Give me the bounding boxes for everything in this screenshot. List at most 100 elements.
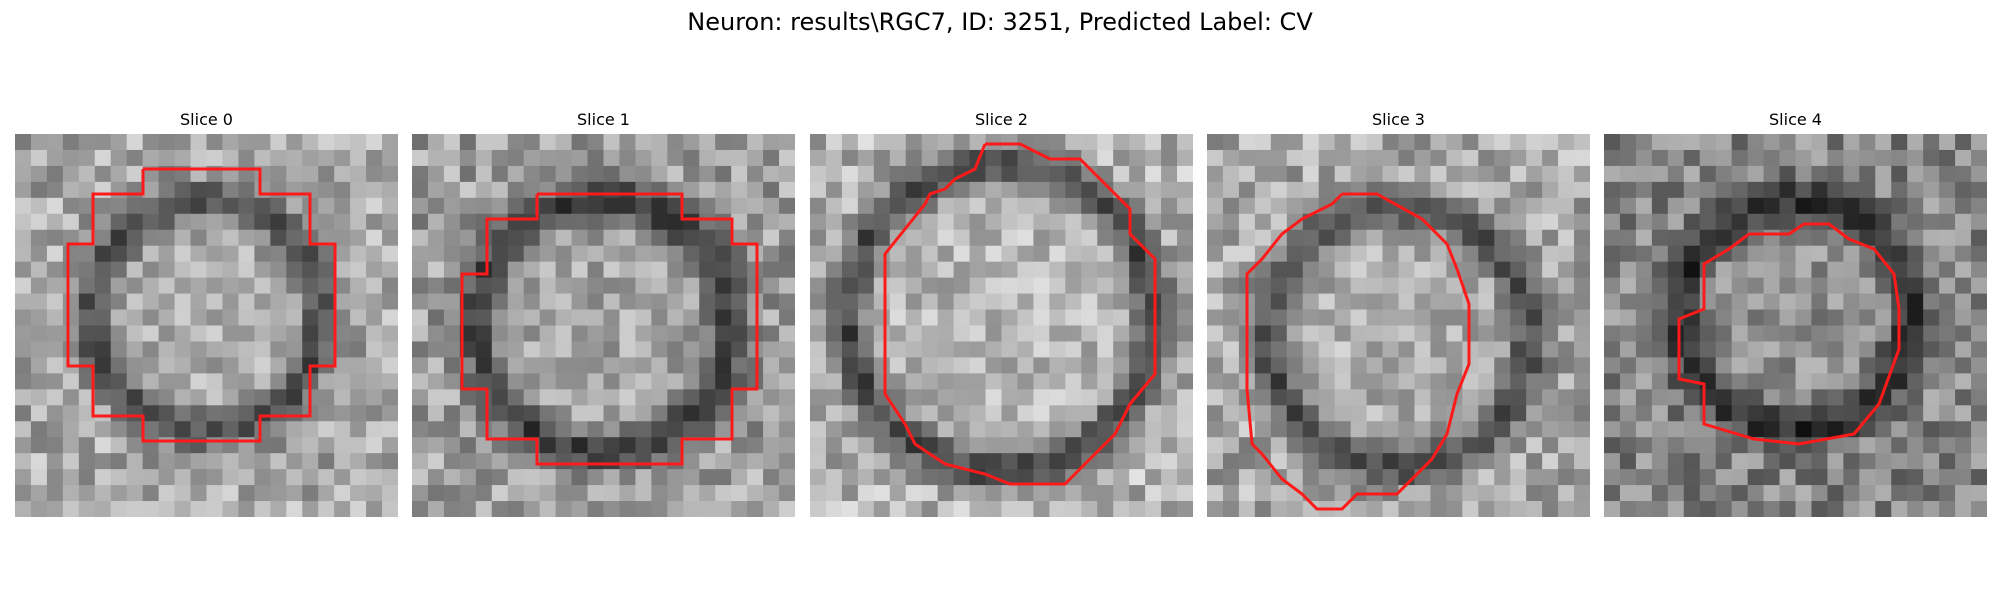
pixel [905, 293, 923, 311]
pixel [78, 165, 96, 183]
pixel [427, 341, 445, 359]
pixel [1270, 181, 1288, 199]
pixel [1318, 389, 1336, 406]
pixel [825, 325, 843, 343]
pixel [1446, 229, 1463, 247]
pixel [1843, 165, 1860, 183]
pixel [905, 134, 923, 151]
pixel [110, 501, 128, 517]
pixel [857, 229, 875, 247]
pixel [1318, 373, 1336, 390]
pixel [763, 165, 780, 183]
pixel [619, 181, 637, 199]
pixel [1667, 405, 1685, 422]
pixel [1891, 229, 1908, 247]
pixel [1907, 469, 1924, 486]
pixel [318, 341, 335, 359]
pixel [254, 261, 271, 279]
pixel [1398, 325, 1416, 343]
pixel [1619, 437, 1637, 454]
pixel [334, 245, 351, 263]
pixel [1683, 325, 1701, 343]
pixel [539, 325, 557, 343]
pixel [15, 389, 32, 406]
pixel [1382, 181, 1400, 199]
pixel [1113, 261, 1130, 279]
pixel [1875, 197, 1892, 215]
pixel [1923, 453, 1940, 470]
pixel [507, 437, 525, 454]
pixel [1049, 261, 1066, 279]
pixel [699, 309, 716, 327]
pixel [412, 213, 429, 231]
pixel [763, 293, 780, 311]
pixel [1542, 501, 1559, 517]
pixel [1875, 149, 1892, 167]
pixel [350, 357, 367, 374]
pixel [1667, 181, 1685, 199]
pixel [1619, 293, 1637, 311]
pixel [1334, 309, 1352, 327]
pixel [507, 341, 525, 359]
pixel [286, 501, 303, 517]
pixel [1558, 325, 1575, 343]
pixel [635, 341, 652, 359]
pixel [1558, 213, 1575, 231]
pixel [1145, 197, 1162, 215]
pixel [1334, 405, 1352, 422]
pixel [1001, 134, 1019, 151]
pixel [1129, 357, 1146, 374]
pixel [953, 389, 971, 406]
pixel [1145, 453, 1162, 470]
pixel [1667, 134, 1685, 151]
pixel [1254, 485, 1272, 502]
pixel [523, 149, 541, 167]
pixel [1875, 341, 1892, 359]
pixel [1177, 229, 1193, 247]
pixel [1843, 341, 1860, 359]
pixel [1795, 293, 1813, 311]
pixel [158, 357, 176, 374]
pixel [619, 165, 637, 183]
pixel [1763, 309, 1781, 327]
pixel [1731, 453, 1749, 470]
pixel [1049, 245, 1066, 263]
pixel [491, 149, 509, 167]
pixel [126, 309, 144, 327]
pixel [1081, 405, 1098, 422]
pixel [366, 229, 383, 247]
pixel [539, 421, 557, 438]
pixel [443, 277, 461, 295]
pixel [1017, 389, 1035, 406]
pixel [1065, 165, 1082, 183]
pixel [619, 485, 637, 502]
pixel [810, 293, 827, 311]
pixel [1939, 501, 1956, 517]
pixel [715, 453, 732, 470]
pixel [969, 341, 987, 359]
pixel [412, 357, 429, 374]
pixel [1238, 501, 1256, 517]
pixel [555, 309, 573, 327]
pixel [1065, 437, 1082, 454]
pixel [603, 165, 621, 183]
pixel [1923, 485, 1940, 502]
pixel [1001, 293, 1019, 311]
pixel [715, 245, 732, 263]
pixel [523, 405, 541, 422]
pixel [1318, 309, 1336, 327]
pixel [1891, 421, 1908, 438]
pixel [78, 341, 96, 359]
pixel [1795, 245, 1813, 263]
pixel [825, 373, 843, 390]
pixel [731, 165, 748, 183]
pixel [523, 421, 541, 438]
pixel [539, 213, 557, 231]
pixel [1017, 341, 1035, 359]
pixel [459, 405, 477, 422]
pixel [286, 341, 303, 359]
pixel [921, 421, 939, 438]
pixel [1366, 469, 1384, 486]
pixel [779, 389, 795, 406]
pixel [1033, 277, 1050, 295]
